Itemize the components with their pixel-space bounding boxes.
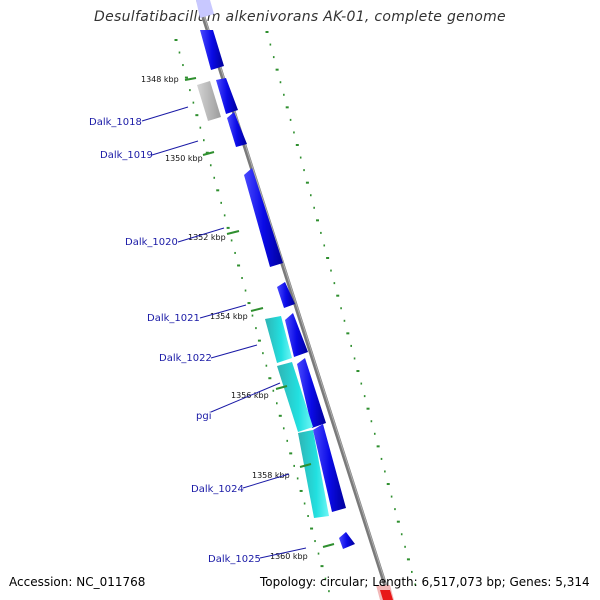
tick-label-1352: 1352 kbp: [188, 233, 226, 242]
gene-dalk-1022[interactable]: [285, 313, 308, 357]
gc-skew-track-outer: [265, 31, 416, 586]
gene-rna-gray[interactable]: [197, 81, 221, 121]
gene-pgi[interactable]: [297, 358, 326, 428]
gene-label-dalk-1025[interactable]: Dalk_1025: [208, 554, 261, 565]
gene-label-dalk-1018[interactable]: Dalk_1018: [89, 117, 142, 128]
gene-label-dalk-1021[interactable]: Dalk_1021: [147, 313, 200, 324]
gene-track: [196, 0, 355, 549]
tick-label-1354: 1354 kbp: [210, 312, 248, 321]
tick-label-1360: 1360 kbp: [270, 552, 308, 561]
gene-dalk-1022-highlight[interactable]: [265, 316, 292, 363]
gene-dalk-1017[interactable]: [200, 30, 224, 70]
gene-dalk-1018[interactable]: [216, 78, 238, 114]
gene-dalk-1021[interactable]: [277, 282, 295, 308]
gene-pgi-highlight[interactable]: [277, 362, 313, 432]
gene-label-dalk-1022[interactable]: Dalk_1022: [159, 353, 212, 364]
tick-label-1348: 1348 kbp: [141, 75, 179, 84]
gene-dalk-1024-highlight[interactable]: [298, 430, 329, 518]
end-marker-core: [380, 590, 393, 600]
tick-label-1350: 1350 kbp: [165, 154, 203, 163]
gene-dalk-1025[interactable]: [339, 532, 355, 549]
gene-dalk-1020[interactable]: [244, 168, 283, 267]
gene-label-dalk-1019[interactable]: Dalk_1019: [100, 150, 153, 161]
genome-title: Desulfatibacillum alkenivorans AK-01, co…: [94, 9, 506, 25]
tick-label-1358: 1358 kbp: [252, 471, 290, 480]
gene-label-dalk-1024[interactable]: Dalk_1024: [191, 484, 244, 495]
gene-label-dalk-1020[interactable]: Dalk_1020: [125, 237, 178, 248]
gene-dalk-1019[interactable]: [227, 112, 247, 147]
gene-dalk-1024[interactable]: [313, 424, 346, 512]
genome-summary-text: Topology: circular; Length: 6,517,073 bp…: [260, 575, 590, 589]
kbp-ticks: [184, 77, 335, 548]
gene-labels: Dalk_1018 Dalk_1019 Dalk_1020 Dalk_1021 …: [89, 117, 261, 565]
accession-text: Accession: NC_011768: [9, 575, 146, 589]
gene-label-leaders: [141, 106, 307, 559]
gene-partial-top[interactable]: [196, 0, 214, 18]
gene-label-pgi[interactable]: pgi: [196, 411, 211, 422]
gc-skew-track-inner: [174, 39, 330, 593]
